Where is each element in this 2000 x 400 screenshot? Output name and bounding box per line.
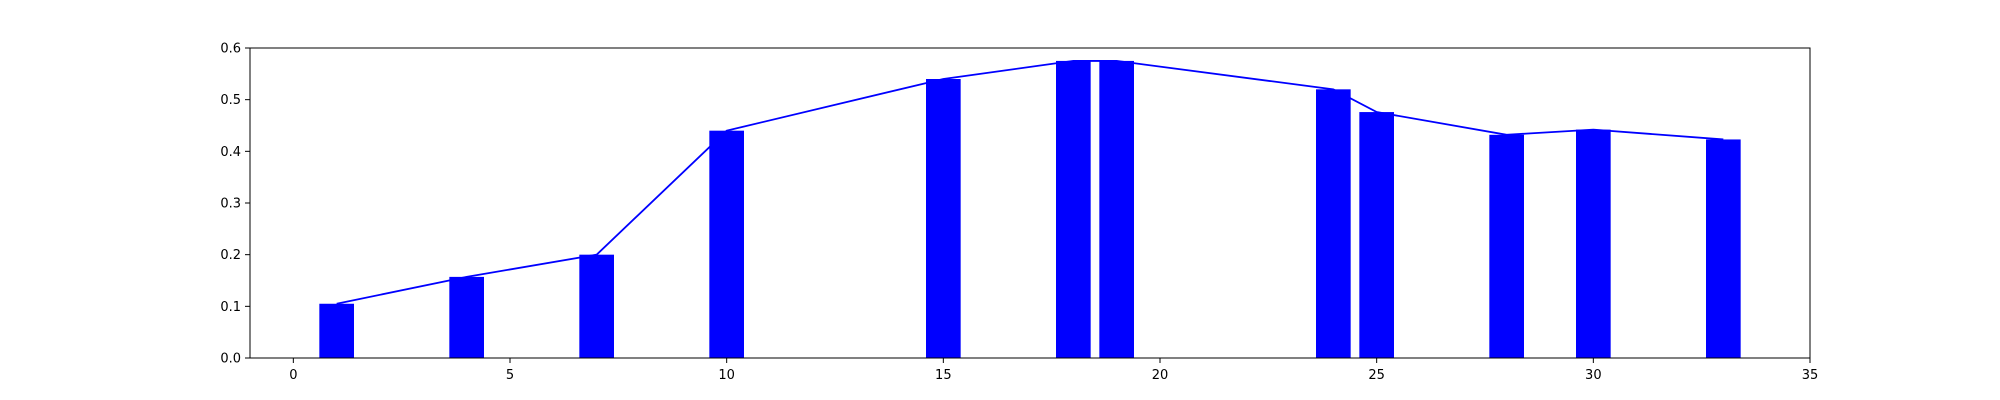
- x-tick-label: 35: [1802, 368, 1819, 383]
- y-tick-label: 0.5: [220, 93, 241, 108]
- y-tick-label: 0.1: [220, 300, 241, 315]
- line-layer: [336, 60, 1724, 305]
- x-axis-ticks: 0 5 10 15 20 25 30 35: [289, 358, 1818, 383]
- bar-10: [709, 130, 744, 358]
- x-tick-label: 20: [1152, 368, 1169, 383]
- y-tick-label: 0.0: [220, 352, 241, 367]
- bar-18: [1056, 60, 1091, 359]
- series-line: [336, 60, 1724, 305]
- bar-1: [319, 303, 354, 358]
- x-tick-label: 30: [1585, 368, 1602, 383]
- bar-30: [1576, 129, 1611, 358]
- bar-4: [449, 276, 484, 358]
- y-tick-label: 0.3: [220, 197, 241, 212]
- x-tick-label: 0: [289, 368, 297, 383]
- bar-33: [1706, 139, 1741, 358]
- bars-layer: [319, 60, 1741, 359]
- bar-28: [1489, 134, 1524, 358]
- bar-25: [1359, 112, 1394, 358]
- x-tick-label: 15: [935, 368, 952, 383]
- y-tick-label: 0.4: [220, 145, 241, 160]
- bar-24: [1316, 89, 1351, 358]
- x-tick-label: 10: [718, 368, 735, 383]
- bar-7: [579, 254, 614, 358]
- x-tick-label: 25: [1368, 368, 1385, 383]
- y-axis-ticks: 0.0 0.1 0.2 0.3 0.4 0.5 0.6: [220, 42, 250, 367]
- y-tick-label: 0.2: [220, 248, 241, 263]
- bar-19: [1099, 60, 1134, 359]
- x-tick-label: 5: [506, 368, 514, 383]
- y-tick-label: 0.6: [220, 42, 241, 57]
- bar-15: [926, 79, 961, 358]
